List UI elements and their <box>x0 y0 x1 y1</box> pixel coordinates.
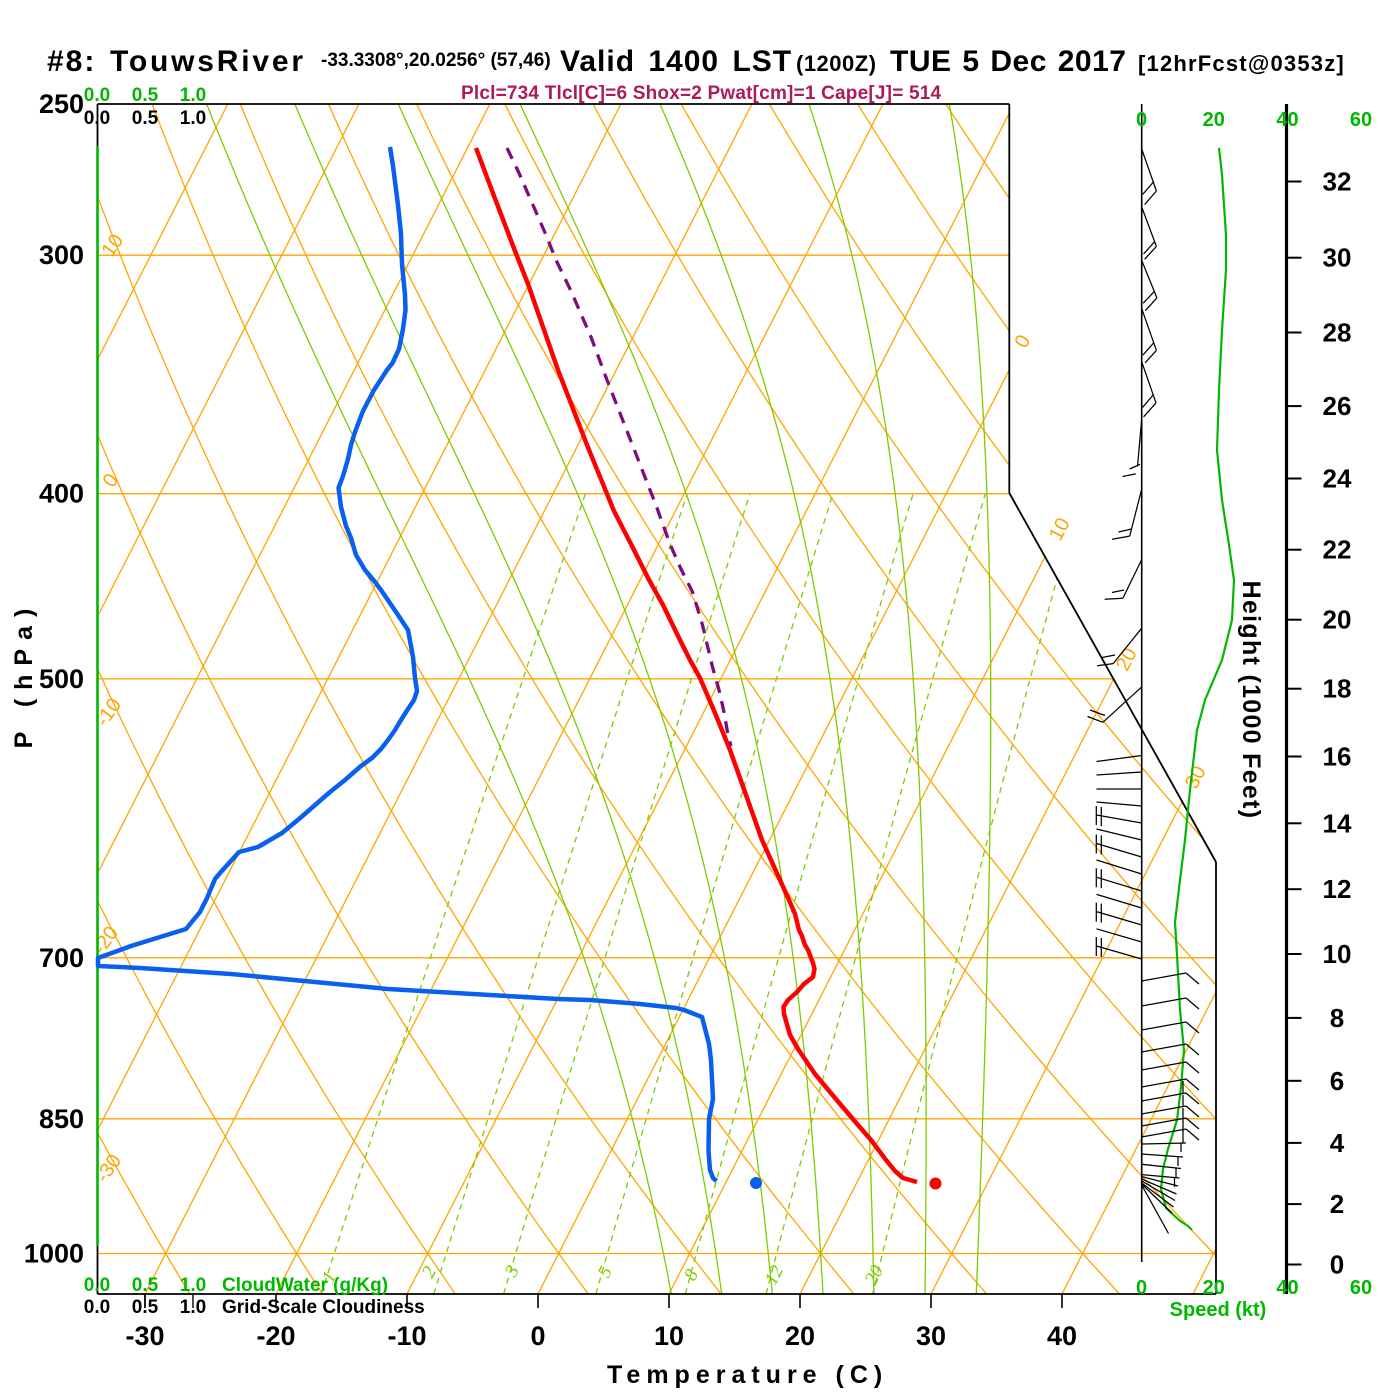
svg-text:-10: -10 <box>387 1321 426 1351</box>
svg-text:Grid-Scale Cloudiness: Grid-Scale Cloudiness <box>222 1297 425 1318</box>
svg-text:32: 32 <box>1323 167 1352 197</box>
svg-text:28: 28 <box>1323 318 1352 348</box>
svg-text:#8:: #8: <box>47 45 96 78</box>
svg-text:Height (1000 Feet): Height (1000 Feet) <box>1237 581 1265 820</box>
svg-text:850: 850 <box>39 1104 84 1134</box>
svg-text:2: 2 <box>1330 1189 1344 1219</box>
svg-text:20: 20 <box>1203 1277 1225 1299</box>
svg-text:14: 14 <box>1323 808 1352 838</box>
svg-text:P (hPa): P (hPa) <box>10 600 38 749</box>
svg-text:-30: -30 <box>125 1321 164 1351</box>
svg-text:30: 30 <box>916 1321 946 1351</box>
svg-text:30: 30 <box>1323 243 1352 273</box>
svg-text:0: 0 <box>530 1321 545 1351</box>
svg-text:22: 22 <box>1323 535 1352 565</box>
svg-text:8: 8 <box>1330 1003 1344 1033</box>
svg-text:40: 40 <box>1276 109 1298 131</box>
svg-text:[12hrFcst@0353z]: [12hrFcst@0353z] <box>1138 51 1345 76</box>
svg-text:TUE 5 Dec 2017: TUE 5 Dec 2017 <box>890 45 1126 78</box>
svg-text:Plcl=734 Tlcl[C]=6 Shox=2 Pwat: Plcl=734 Tlcl[C]=6 Shox=2 Pwat[cm]=1 Cap… <box>461 83 942 104</box>
svg-text:TouwsRiver: TouwsRiver <box>110 45 306 78</box>
svg-text:60: 60 <box>1350 109 1372 131</box>
svg-text:40: 40 <box>1047 1321 1077 1351</box>
svg-text:CloudWater (g/Kg): CloudWater (g/Kg) <box>222 1275 388 1296</box>
svg-text:0: 0 <box>1136 109 1147 131</box>
svg-text:1.0: 1.0 <box>180 1297 206 1318</box>
svg-text:Valid 1400 LST: Valid 1400 LST <box>560 45 792 78</box>
svg-text:0: 0 <box>1136 1277 1147 1299</box>
svg-text:0.0: 0.0 <box>84 85 110 106</box>
svg-text:60: 60 <box>1350 1277 1372 1299</box>
svg-text:12: 12 <box>1323 874 1352 904</box>
svg-text:Speed (kt): Speed (kt) <box>1170 1299 1267 1321</box>
svg-text:26: 26 <box>1323 391 1352 421</box>
svg-text:-33.3308°,20.0256° (57,46): -33.3308°,20.0256° (57,46) <box>321 50 551 71</box>
svg-text:400: 400 <box>39 479 84 509</box>
svg-text:16: 16 <box>1323 742 1352 772</box>
svg-text:1.0: 1.0 <box>180 108 206 129</box>
svg-text:20: 20 <box>785 1321 815 1351</box>
svg-text:500: 500 <box>39 664 84 694</box>
svg-text:0.5: 0.5 <box>132 108 159 129</box>
svg-text:0.0: 0.0 <box>84 1297 110 1318</box>
svg-text:0.5: 0.5 <box>132 1297 159 1318</box>
svg-text:0.5: 0.5 <box>132 1275 159 1296</box>
svg-text:1.0: 1.0 <box>180 85 206 106</box>
svg-text:40: 40 <box>1276 1277 1298 1299</box>
svg-text:0.0: 0.0 <box>84 1275 110 1296</box>
svg-text:20: 20 <box>1323 605 1352 635</box>
svg-text:6: 6 <box>1330 1066 1344 1096</box>
svg-text:20: 20 <box>1203 109 1225 131</box>
svg-text:0.5: 0.5 <box>132 85 159 106</box>
svg-text:250: 250 <box>39 89 84 119</box>
svg-text:Temperature (C): Temperature (C) <box>607 1361 888 1389</box>
svg-text:18: 18 <box>1323 674 1352 704</box>
svg-text:24: 24 <box>1323 464 1352 494</box>
svg-text:1.0: 1.0 <box>180 1275 206 1296</box>
svg-text:700: 700 <box>39 943 84 973</box>
svg-text:0.0: 0.0 <box>84 108 110 129</box>
svg-text:(1200Z): (1200Z) <box>796 51 877 76</box>
svg-text:300: 300 <box>39 240 84 270</box>
svg-text:0: 0 <box>1330 1250 1344 1280</box>
svg-text:4: 4 <box>1330 1128 1345 1158</box>
svg-text:1000: 1000 <box>24 1239 84 1269</box>
svg-text:-20: -20 <box>256 1321 295 1351</box>
svg-text:10: 10 <box>654 1321 684 1351</box>
svg-text:10: 10 <box>1323 939 1352 969</box>
